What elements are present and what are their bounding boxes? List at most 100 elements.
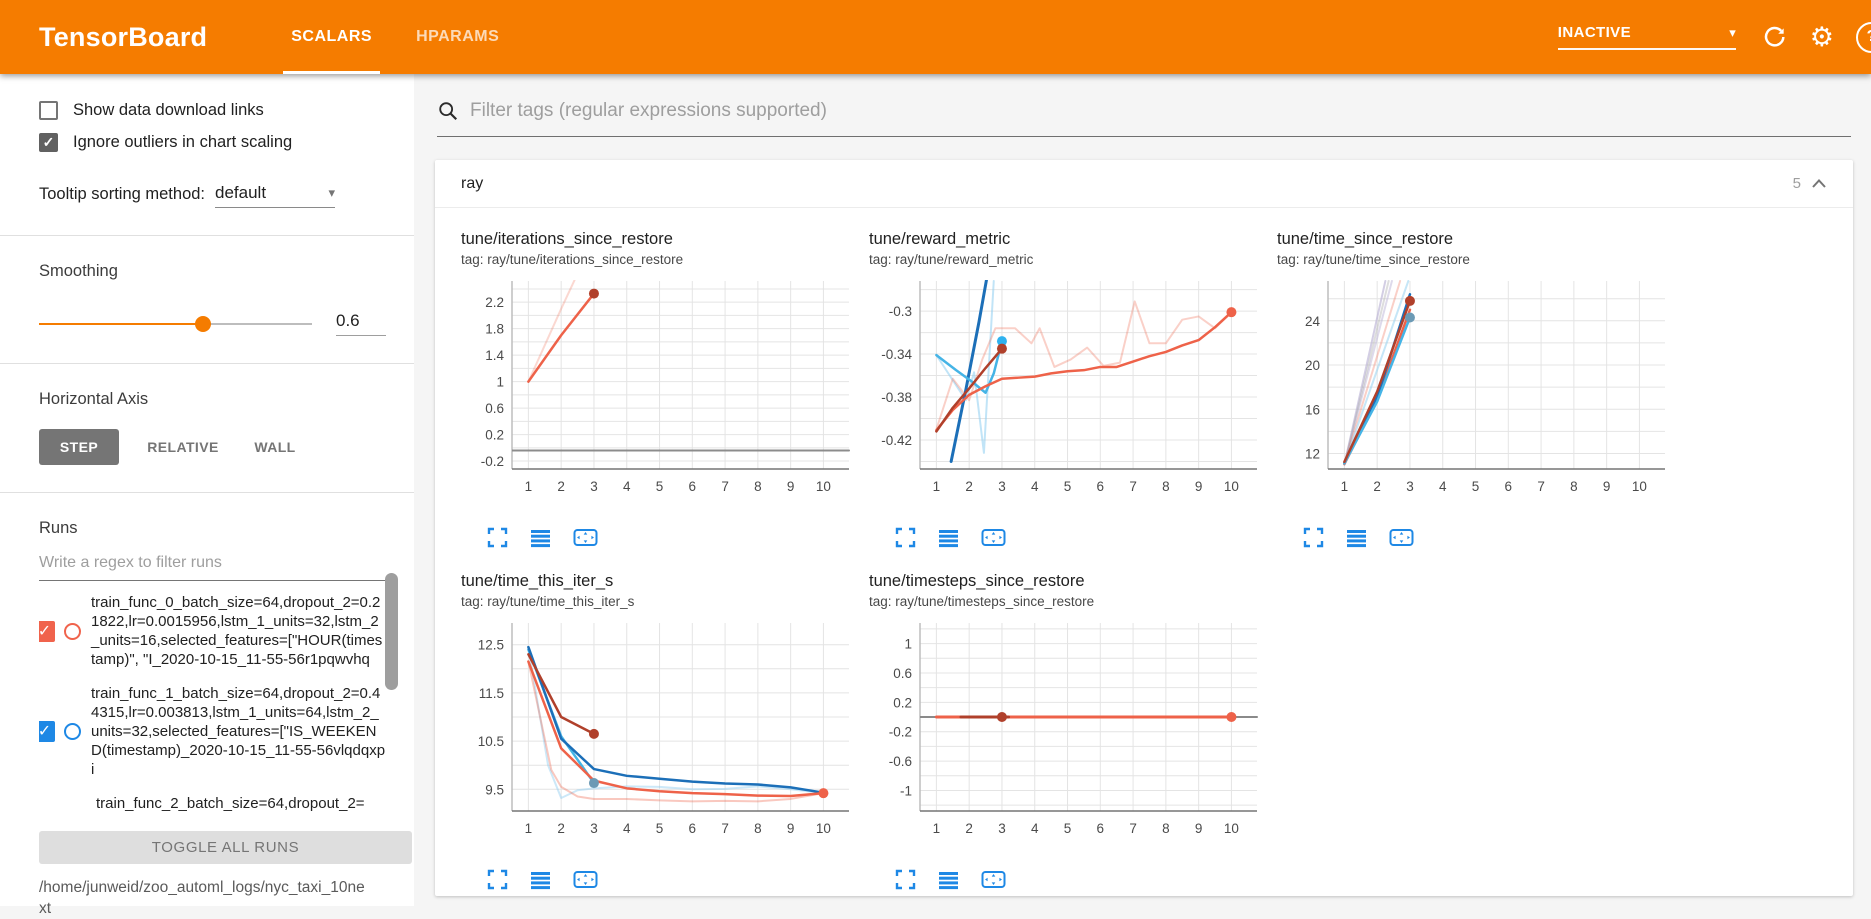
expand-chart-icon[interactable]	[895, 869, 916, 890]
help-icon[interactable]: ?	[1856, 21, 1871, 53]
chevron-up-icon[interactable]	[1811, 176, 1827, 192]
svg-text:5: 5	[1064, 821, 1072, 836]
svg-text:4: 4	[1031, 821, 1039, 836]
show-download-links-row[interactable]: Show data download links	[39, 101, 386, 120]
tooltip-sorting-label: Tooltip sorting method:	[39, 185, 206, 203]
run-color-radio[interactable]	[64, 622, 81, 640]
svg-text:7: 7	[1537, 479, 1545, 494]
svg-text:-0.42: -0.42	[881, 433, 912, 448]
chart-title: tune/timesteps_since_restore	[869, 572, 1085, 590]
runs-selector-icon[interactable]	[530, 869, 551, 890]
smoothing-slider-thumb[interactable]	[194, 315, 211, 332]
expand-chart-icon[interactable]	[487, 869, 508, 890]
expand-chart-icon[interactable]	[895, 527, 916, 548]
runs-filter-input[interactable]	[39, 554, 391, 581]
divider	[0, 492, 414, 493]
run-item-1[interactable]: ✓ train_func_1_batch_size=64,dropout_2=0.…	[39, 684, 386, 779]
svg-text:10: 10	[816, 479, 831, 494]
svg-text:6: 6	[1097, 479, 1105, 494]
svg-text:12: 12	[1305, 447, 1320, 462]
show-download-links-checkbox[interactable]	[39, 101, 58, 120]
gear-icon[interactable]: ⚙	[1809, 21, 1834, 52]
divider	[0, 235, 414, 236]
search-icon	[439, 102, 458, 121]
svg-text:9.5: 9.5	[485, 782, 504, 797]
svg-text:7: 7	[721, 479, 729, 494]
run-item-2[interactable]: train_func_2_batch_size=64,dropout_2=	[39, 794, 386, 813]
svg-text:2: 2	[965, 479, 973, 494]
series-smoothed-orange	[527, 292, 596, 383]
chevron-down-icon: ▾	[328, 185, 336, 200]
chart-tag: tag: ray/tune/time_since_restore	[1277, 252, 1470, 267]
svg-text:10: 10	[1224, 821, 1239, 836]
tooltip-sorting-select[interactable]: default ▾	[215, 183, 336, 208]
chart-toolbar	[1303, 527, 1673, 548]
svg-text:10: 10	[1224, 479, 1239, 494]
fit-domain-icon[interactable]	[573, 527, 598, 548]
fit-domain-icon[interactable]	[573, 869, 598, 890]
chart-tag: tag: ray/tune/time_this_iter_s	[461, 594, 635, 609]
run-checkbox[interactable]: ✓	[39, 620, 55, 642]
data-point-dot	[996, 336, 1007, 347]
series-raw-pink	[527, 660, 825, 803]
tab-scalars[interactable]: SCALARS	[269, 0, 394, 74]
svg-text:-0.3: -0.3	[889, 304, 912, 319]
chart-toolbar	[487, 527, 857, 548]
runs-selector-icon[interactable]	[1346, 527, 1367, 548]
svg-text:2.2: 2.2	[485, 295, 504, 310]
toggle-all-runs-button[interactable]: TOGGLE ALL RUNS	[39, 831, 412, 864]
smoothing-value[interactable]: 0.6	[336, 311, 386, 336]
series-smoothed-cyan	[935, 339, 1004, 394]
tag-filter-input[interactable]	[468, 99, 1851, 123]
data-point-dot	[996, 343, 1007, 354]
svg-text:-0.38: -0.38	[881, 390, 912, 405]
tab-bar: SCALARS HPARAMS	[269, 0, 521, 74]
main-content: ray 5 tune/iterations_since_restore tag:…	[414, 74, 1871, 906]
runs-selector-icon[interactable]	[530, 527, 551, 548]
fit-domain-icon[interactable]	[981, 869, 1006, 890]
series-smoothed-darkred	[527, 653, 596, 736]
series-raw-lightblue	[1343, 280, 1410, 465]
series-smoothed-darkred	[935, 347, 1004, 433]
run-name: train_func_1_batch_size=64,dropout_2=0.4…	[91, 685, 386, 778]
run-name: train_func_0_batch_size=64,dropout_2=0.2…	[91, 594, 383, 668]
run-checkbox[interactable]: ✓	[39, 721, 55, 742]
svg-text:1.4: 1.4	[485, 348, 504, 363]
svg-text:3: 3	[1406, 479, 1414, 494]
svg-text:7: 7	[721, 821, 729, 836]
fit-domain-icon[interactable]	[1389, 527, 1414, 548]
reload-status-select[interactable]: INACTIVE ▾	[1557, 24, 1736, 50]
expand-chart-icon[interactable]	[1303, 527, 1324, 548]
axis-step-button[interactable]: STEP	[39, 429, 119, 465]
axis-relative-button[interactable]: RELATIVE	[147, 439, 219, 455]
svg-text:10.5: 10.5	[478, 734, 504, 749]
run-item-0[interactable]: ✓ train_func_0_batch_size=64,dropout_2=0.…	[39, 593, 386, 669]
ignore-outliers-row[interactable]: ✓ Ignore outliers in chart scaling	[39, 133, 386, 152]
status-badge: INACTIVE	[1557, 24, 1631, 41]
svg-text:1: 1	[496, 375, 504, 390]
runs-selector-icon[interactable]	[938, 869, 959, 890]
sidebar-scrollbar[interactable]	[385, 573, 398, 690]
chart-tile: tune/reward_metric tag: ray/tune/reward_…	[865, 224, 1265, 548]
refresh-icon[interactable]	[1762, 24, 1788, 50]
svg-text:5: 5	[1064, 479, 1072, 494]
run-color-radio[interactable]	[64, 723, 81, 740]
svg-text:1.8: 1.8	[485, 322, 504, 337]
ignore-outliers-checkbox[interactable]: ✓	[39, 133, 58, 152]
svg-text:11.5: 11.5	[479, 686, 504, 701]
tab-hparams[interactable]: HPARAMS	[416, 28, 500, 45]
series-smoothed-blue	[527, 645, 825, 794]
svg-text:8: 8	[754, 479, 762, 494]
smoothing-slider[interactable]	[39, 315, 312, 332]
ray-section-header[interactable]: ray 5	[435, 160, 1853, 208]
data-point-dot	[588, 778, 599, 789]
runs-selector-icon[interactable]	[938, 527, 959, 548]
svg-text:7: 7	[1129, 479, 1137, 494]
axis-wall-button[interactable]: WALL	[254, 439, 296, 455]
fit-domain-icon[interactable]	[981, 527, 1006, 548]
svg-text:12.5: 12.5	[478, 638, 504, 653]
svg-text:3: 3	[998, 479, 1006, 494]
expand-chart-icon[interactable]	[487, 527, 508, 548]
svg-text:6: 6	[689, 479, 697, 494]
svg-text:9: 9	[1195, 479, 1203, 494]
